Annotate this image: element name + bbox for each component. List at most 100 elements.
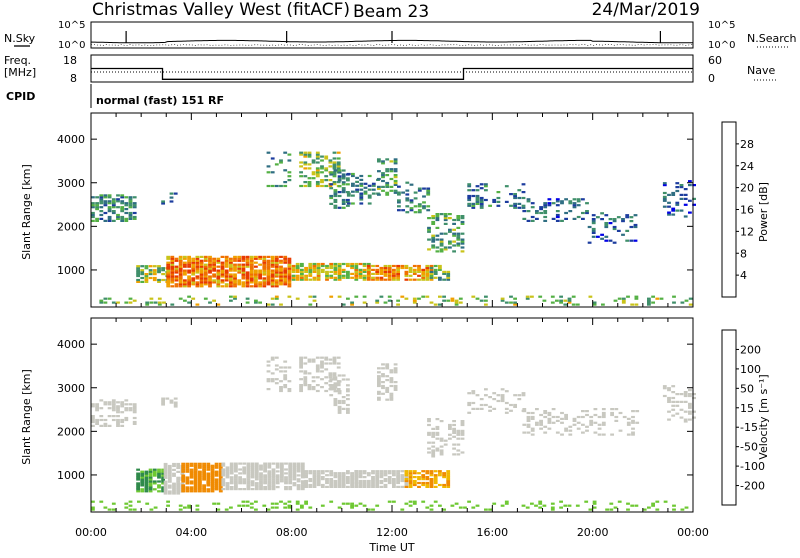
echo-cell [692,393,696,396]
echo-cell [333,386,338,389]
echo-cell [454,502,459,505]
echo-cell [218,478,223,481]
echo-cell [173,192,178,195]
echo-cell [266,388,271,391]
echo-cell [99,217,104,220]
echo-cell [312,481,317,485]
echo-cell [379,474,384,477]
echo-cell [333,481,338,485]
colorbar-tick-label: 20 [740,182,754,195]
echo-cell [355,176,359,179]
echo-cell [187,285,191,288]
echo-cell [371,485,375,488]
echo-cell [679,416,684,419]
echo-cell [283,151,288,154]
echo-cell [355,190,359,193]
echo-cell [283,269,288,272]
echo-cell [387,295,392,298]
echo-cell [304,485,308,488]
echo-cell [132,202,137,205]
echo-cell [555,210,560,213]
echo-cell [250,470,255,473]
echo-cell [346,378,350,381]
echo-cell [220,269,225,272]
echo-cell [299,161,303,164]
echo-cell [315,171,320,174]
echo-cell [396,272,400,275]
echo-cell [176,482,181,485]
echo-cell [316,274,321,277]
echo-cell [341,206,346,209]
echo-cell [284,462,288,465]
echo-cell [325,264,329,268]
echo-cell [433,476,438,479]
echo-cell [572,202,577,205]
echo-cell [233,275,237,278]
echo-cell [246,472,251,475]
echo-cell [296,468,301,471]
echo-cell [291,274,296,277]
echo-cell [161,468,165,471]
echo-cell [392,276,396,279]
echo-cell [450,299,455,302]
echo-cell [178,263,183,266]
echo-cell [161,482,165,485]
echo-cell [195,508,200,511]
echo-cell [452,228,456,231]
echo-cell [270,303,275,306]
echo-cell [433,481,438,485]
echo-cell [210,472,215,475]
echo-cell [136,478,140,481]
echo-cell [266,255,271,258]
echo-cell [526,219,531,222]
echo-cell [220,263,225,266]
echo-cell [688,410,692,413]
echo-cell [176,488,181,491]
echo-cell [221,464,226,467]
echo-cell [448,425,452,429]
echo-cell [132,211,137,215]
echo-cell [421,278,426,281]
echo-cell [377,177,381,181]
echo-cell [337,407,342,410]
echo-cell [358,274,363,277]
echo-cell [435,215,440,218]
echo-cell [385,398,390,401]
echo-cell [448,213,452,216]
echo-cell [618,429,623,432]
echo-cell [107,200,112,203]
echo-cell [521,392,526,395]
echo-cell [166,275,171,278]
echo-cell [446,472,451,475]
echo-cell [189,476,194,479]
echo-cell [202,462,206,465]
echo-cell [362,504,367,507]
echo-cell [387,500,392,503]
echo-cell [238,480,242,483]
echo-cell [387,268,392,271]
echo-cell [266,508,271,511]
echo-cell [381,386,385,390]
echo-cell [471,295,476,298]
echo-cell [99,202,104,205]
echo-cell [220,273,225,276]
noise-panel [90,21,694,49]
echo-cell [387,299,392,302]
echo-cell [206,476,211,479]
echo-cell [295,270,300,273]
echo-cell [612,227,617,231]
echo-cell [258,285,262,288]
echo-cell [675,400,680,403]
echo-cell [484,303,488,306]
echo-cell [195,281,200,284]
echo-cell [266,271,271,274]
echo-cell [389,189,394,192]
echo-cell [224,255,229,258]
echo-cell [176,490,181,493]
echo-cell [170,263,175,266]
echo-cell [161,200,165,203]
echo-cell [170,281,175,284]
echo-cell [585,210,589,213]
echo-cell [421,483,426,487]
echo-cell [389,379,394,382]
